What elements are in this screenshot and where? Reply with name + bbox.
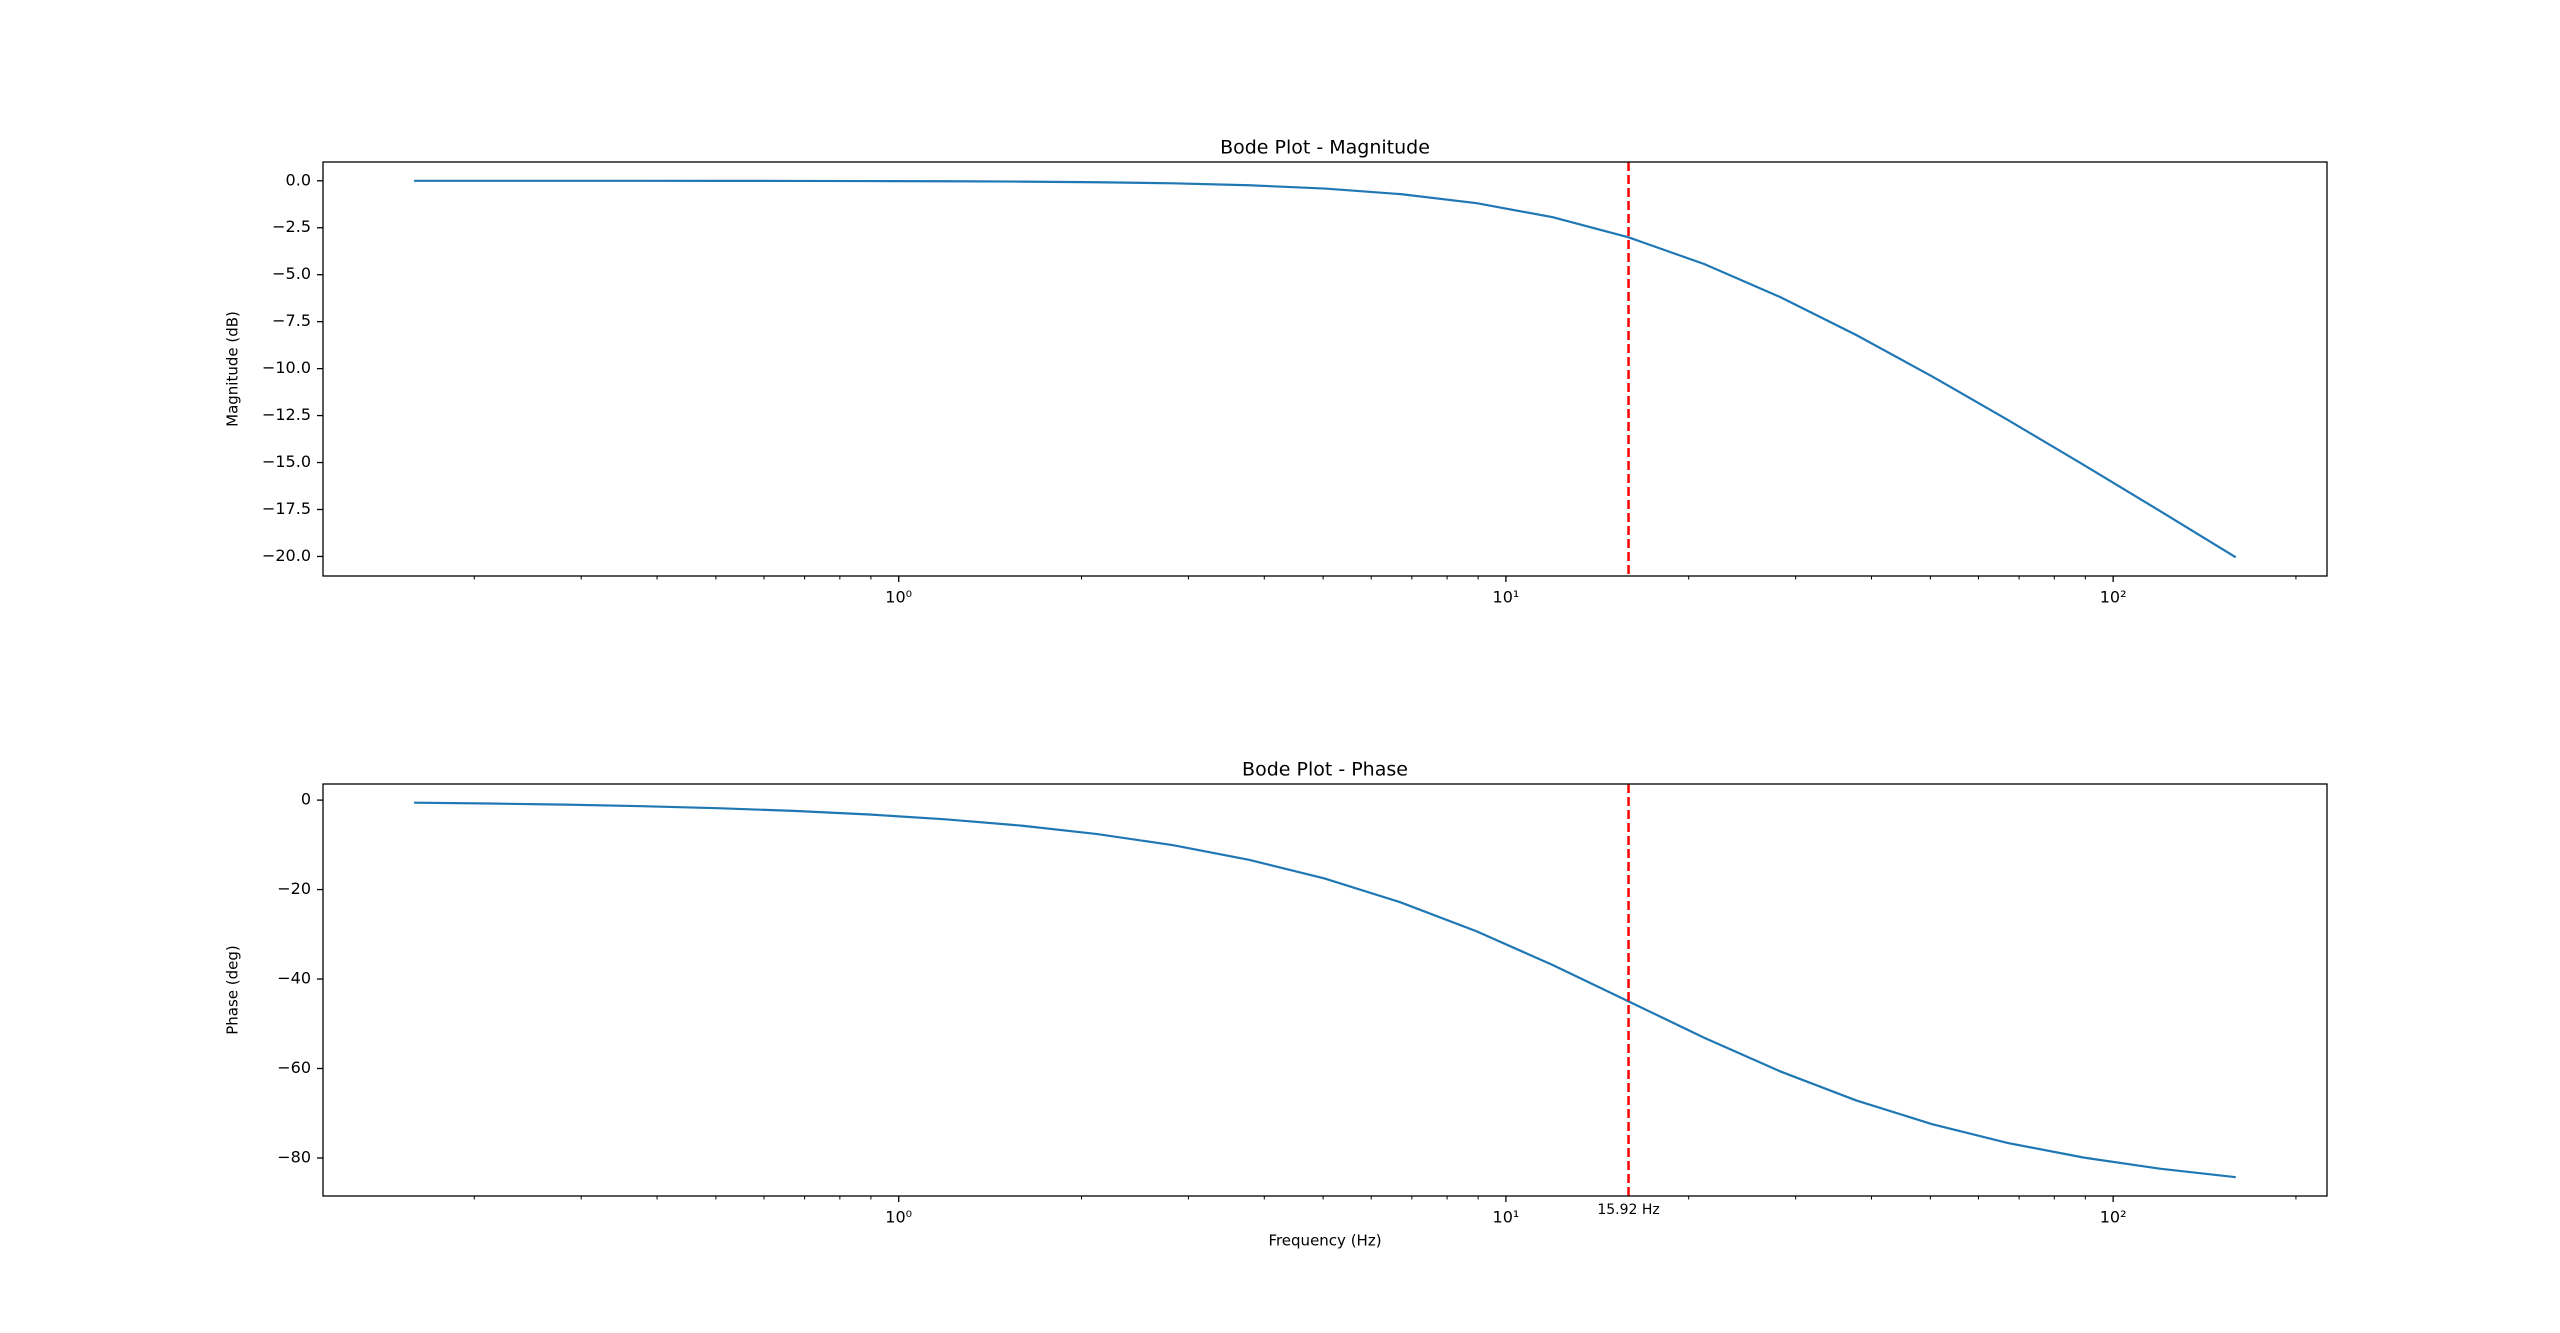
y-tick-label: 0.0: [286, 170, 311, 189]
y-tick-label: −80: [277, 1147, 311, 1166]
data-line: [414, 801, 2236, 1179]
y-tick-label: −40: [277, 969, 311, 988]
x-tick-label: 10¹: [1493, 1208, 1520, 1227]
y-tick-label: −20: [277, 879, 311, 898]
data-line: [414, 179, 2237, 559]
y-tick-label: −12.5: [262, 405, 311, 424]
chart-title: Bode Plot - Phase: [1242, 759, 1408, 781]
y-tick-label: −7.5: [272, 311, 311, 330]
x-tick-label: 10²: [2100, 1208, 2127, 1227]
cutoff-label: 15.92 Hz: [1597, 1202, 1659, 1218]
y-tick-label: −2.5: [272, 217, 311, 236]
y-tick-label: −5.0: [272, 264, 311, 283]
x-tick-label: 10¹: [1493, 588, 1520, 607]
x-tick-label: 10⁰: [885, 1208, 912, 1227]
y-axis-label: Phase (deg): [224, 945, 242, 1035]
plot-frame: [322, 161, 2328, 577]
y-tick-label: −15.0: [262, 452, 311, 471]
y-tick-label: −17.5: [262, 499, 311, 518]
y-axis-label: Magnitude (dB): [224, 311, 242, 427]
x-tick-label: 10²: [2100, 588, 2127, 607]
y-tick-label: −60: [277, 1058, 311, 1077]
y-tick-label: −20.0: [262, 546, 311, 565]
y-tick-label: 0: [301, 790, 311, 809]
x-tick-label: 10⁰: [885, 588, 912, 607]
y-tick-label: −10.0: [262, 358, 311, 377]
plot-frame: [322, 783, 2328, 1197]
chart-title: Bode Plot - Magnitude: [1220, 137, 1430, 159]
x-axis-label: Frequency (Hz): [1268, 1232, 1381, 1250]
